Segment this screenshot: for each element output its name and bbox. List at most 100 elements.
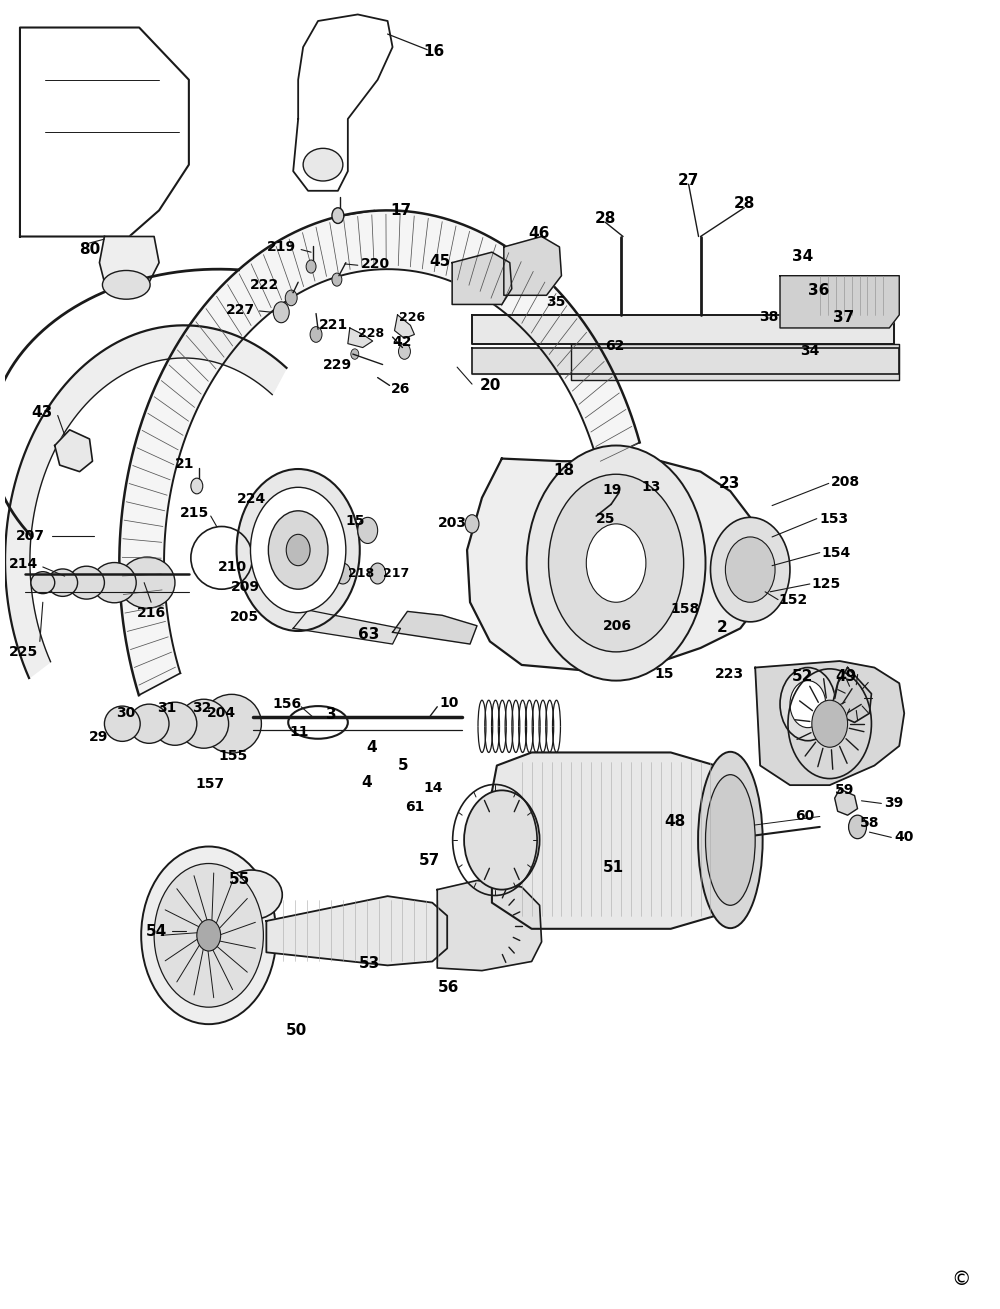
Circle shape [358,517,378,543]
Text: 11: 11 [290,725,309,738]
Text: 37: 37 [833,310,854,325]
Text: 15: 15 [345,514,365,528]
Text: 45: 45 [429,254,450,268]
Circle shape [332,208,344,224]
Polygon shape [780,276,899,329]
Text: 152: 152 [778,593,807,606]
Circle shape [527,445,706,681]
Text: 223: 223 [715,668,744,681]
Text: 80: 80 [79,242,100,257]
Text: 3: 3 [326,707,336,723]
Text: 221: 221 [319,318,348,332]
Text: 40: 40 [894,830,914,844]
Text: 4: 4 [366,740,377,755]
Ellipse shape [31,572,55,593]
Text: 215: 215 [179,507,209,521]
Text: 61: 61 [405,800,424,814]
Circle shape [370,563,386,584]
Circle shape [351,348,359,359]
Circle shape [154,864,263,1007]
Polygon shape [99,237,159,283]
Circle shape [710,517,790,622]
Text: 27: 27 [678,173,699,187]
Text: 13: 13 [641,480,661,495]
Circle shape [191,478,203,493]
Text: 25: 25 [595,512,615,526]
Text: 220: 220 [361,257,390,271]
Ellipse shape [48,569,78,597]
Circle shape [310,327,322,343]
Text: 208: 208 [831,475,860,490]
Ellipse shape [698,751,763,928]
Text: 157: 157 [196,776,225,791]
Text: 228: 228 [358,327,384,339]
Text: 156: 156 [272,698,301,711]
Ellipse shape [202,694,261,753]
Text: 46: 46 [528,226,549,241]
Text: 18: 18 [553,463,574,478]
Circle shape [465,514,479,533]
Text: 30: 30 [116,707,135,720]
Text: 26: 26 [391,382,410,397]
Circle shape [399,344,410,359]
Text: 54: 54 [146,924,167,939]
Text: 39: 39 [884,796,904,810]
Circle shape [725,537,775,602]
Polygon shape [835,789,858,816]
Text: 28: 28 [594,211,616,225]
Polygon shape [266,897,447,965]
Text: 15: 15 [654,668,674,681]
Text: 204: 204 [206,707,236,720]
Polygon shape [393,611,477,644]
Text: 17: 17 [391,203,412,217]
Text: 10: 10 [439,696,459,709]
Text: 158: 158 [670,602,699,615]
Text: 222: 222 [250,278,279,292]
Polygon shape [755,661,904,785]
Circle shape [332,274,342,287]
Text: 225: 225 [9,645,38,660]
Text: 38: 38 [759,310,779,325]
Polygon shape [437,881,542,970]
Circle shape [780,668,836,741]
Polygon shape [348,329,373,347]
Circle shape [197,920,221,952]
Text: 28: 28 [734,196,755,211]
Text: 125: 125 [812,577,841,590]
Text: 227: 227 [226,302,255,317]
Circle shape [250,487,346,613]
Circle shape [141,847,276,1024]
Text: 2: 2 [717,619,728,635]
Polygon shape [492,753,730,929]
Text: 48: 48 [664,814,685,829]
Polygon shape [472,315,894,344]
Polygon shape [833,668,871,723]
Text: 224: 224 [237,492,266,507]
Polygon shape [504,237,561,296]
Text: 209: 209 [230,580,259,593]
Text: 217: 217 [383,567,409,580]
Text: 32: 32 [192,702,212,715]
Text: 5: 5 [398,758,409,774]
Ellipse shape [221,870,282,920]
Circle shape [849,816,866,839]
Text: 210: 210 [218,560,247,573]
Ellipse shape [69,567,104,600]
Text: 20: 20 [480,378,501,393]
Polygon shape [5,326,286,678]
Text: 55: 55 [229,872,250,888]
Polygon shape [119,211,640,695]
Ellipse shape [129,704,169,744]
Circle shape [306,260,316,274]
Text: 207: 207 [16,529,45,543]
Text: 51: 51 [603,860,624,874]
Circle shape [549,474,684,652]
Circle shape [237,469,360,631]
Ellipse shape [153,702,197,745]
Text: 214: 214 [9,558,38,571]
Ellipse shape [706,775,755,906]
Polygon shape [472,347,899,373]
Text: 43: 43 [32,406,53,420]
Text: 205: 205 [230,610,259,623]
Circle shape [273,302,289,323]
